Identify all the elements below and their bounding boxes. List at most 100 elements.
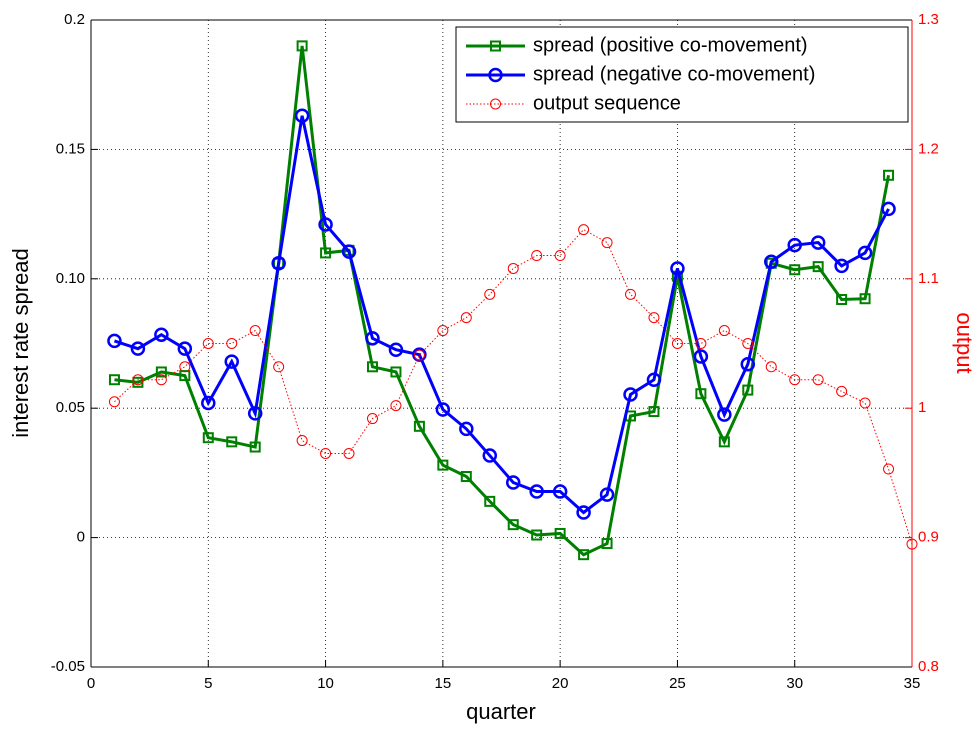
marker: [341, 244, 357, 259]
marker: [507, 262, 519, 274]
marker: [179, 370, 191, 382]
marker: [601, 237, 613, 249]
x-tick-label: 35: [904, 675, 921, 692]
x-tick-label: 15: [435, 675, 452, 692]
y2-tick-label: 1.1: [918, 270, 939, 287]
x-tick-label: 30: [786, 675, 803, 692]
y-tick-label: 0.15: [56, 140, 85, 157]
marker: [670, 261, 685, 276]
marker: [437, 325, 449, 337]
marker: [226, 338, 238, 349]
marker: [812, 374, 824, 386]
marker: [247, 406, 263, 421]
marker: [695, 338, 707, 349]
legend-box: [455, 26, 909, 123]
marker: [155, 374, 167, 386]
marker: [249, 325, 261, 337]
marker: [226, 436, 238, 448]
marker: [883, 463, 895, 475]
marker: [740, 356, 756, 372]
marker: [177, 341, 193, 356]
marker: [623, 387, 638, 402]
marker: [578, 549, 590, 561]
marker: [834, 258, 849, 274]
marker: [460, 471, 472, 483]
legend-label: spread (positive co-movement): [533, 34, 808, 56]
marker: [531, 529, 543, 541]
marker: [460, 312, 472, 324]
series-line: [114, 45, 891, 557]
y2-tick-label: 0.8: [918, 658, 939, 675]
marker: [366, 413, 378, 425]
y-tick-label: 0.2: [64, 11, 85, 28]
marker: [648, 312, 660, 324]
marker: [529, 484, 544, 499]
marker: [554, 527, 566, 539]
marker: [318, 217, 333, 232]
marker: [859, 293, 871, 305]
marker: [552, 484, 568, 499]
marker: [365, 331, 380, 346]
marker: [742, 338, 754, 349]
marker: [646, 372, 662, 387]
x-tick-label: 0: [87, 675, 95, 692]
marker: [717, 407, 732, 422]
marker: [271, 256, 286, 271]
marker: [554, 250, 566, 262]
marker: [249, 441, 261, 453]
x-tick-label: 25: [669, 675, 686, 692]
y-axis-label: interest rate spread: [8, 248, 33, 438]
marker: [671, 338, 683, 349]
plot-area: [91, 20, 912, 667]
x-axis-label: quarter: [466, 699, 536, 724]
marker: [507, 519, 519, 531]
marker: [789, 374, 801, 386]
marker: [576, 505, 591, 520]
y2-axis-label: output: [952, 312, 977, 373]
y2-tick-label: 1.3: [918, 11, 939, 28]
marker: [693, 349, 709, 364]
marker: [155, 366, 167, 378]
series-line: [114, 228, 913, 545]
marker: [531, 250, 543, 262]
marker: [366, 361, 378, 373]
marker: [273, 361, 285, 373]
marker: [742, 384, 754, 396]
marker: [388, 342, 404, 357]
legend-marker: [490, 98, 501, 110]
marker: [881, 201, 896, 217]
marker: [202, 432, 214, 444]
marker: [695, 388, 707, 400]
marker: [857, 245, 873, 261]
marker: [107, 333, 122, 349]
marker: [413, 420, 425, 432]
legend: spread (positive co-movement) spread (neg…: [455, 26, 909, 123]
marker: [108, 396, 120, 408]
marker: [578, 224, 590, 236]
x-tick-label: 20: [552, 675, 569, 692]
marker: [154, 327, 169, 342]
marker: [718, 325, 730, 337]
marker: [202, 338, 214, 349]
marker: [812, 261, 824, 273]
marker: [765, 361, 777, 373]
marker: [296, 40, 308, 52]
y-tick-label: 0.10: [56, 270, 85, 287]
y-tick-label: -0.05: [51, 658, 85, 675]
marker: [906, 538, 918, 550]
y-tick-label: 0: [77, 529, 85, 546]
marker: [320, 447, 332, 459]
marker: [390, 400, 402, 412]
y2-tick-label: 1: [918, 399, 926, 416]
marker: [482, 448, 498, 463]
legend-marker: [488, 67, 503, 83]
marker: [787, 237, 802, 253]
marker: [296, 435, 308, 447]
marker: [484, 495, 496, 507]
marker: [413, 349, 425, 361]
marker: [108, 374, 120, 386]
marker: [459, 421, 474, 437]
marker: [294, 108, 310, 124]
x-tick-label: 5: [204, 675, 212, 692]
